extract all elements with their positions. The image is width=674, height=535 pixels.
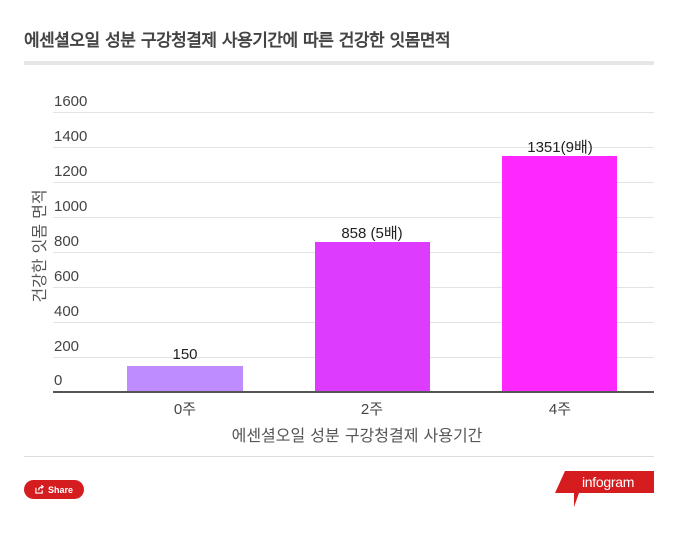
bar-0-weeks[interactable] — [127, 366, 243, 392]
brand-label: infogram — [582, 474, 635, 490]
x-axis-line — [53, 391, 654, 393]
bar-value-label: 1351(9배) — [527, 139, 593, 156]
bar-value-label: 858 (5배) — [341, 225, 403, 242]
y-tick-label: 0 — [54, 372, 63, 389]
gridline — [53, 147, 654, 148]
y-tick-label: 1000 — [54, 198, 88, 215]
share-icon — [35, 485, 44, 494]
chart-title: 에센셜오일 성분 구강청결제 사용기간에 따른 건강한 잇몸면적 — [24, 31, 451, 51]
title-divider — [24, 61, 654, 65]
gridline — [53, 217, 654, 218]
infogram-logo[interactable] — [555, 471, 654, 509]
bar-4-weeks[interactable] — [502, 156, 617, 392]
share-label: Share — [47, 484, 73, 495]
y-tick-label: 400 — [54, 303, 80, 320]
y-tick-label: 1600 — [54, 93, 88, 110]
bar-chart: 1600 1400 1200 1000 800 600 400 200 0 건강… — [30, 93, 654, 445]
gridline — [53, 112, 654, 113]
y-tick-label: 200 — [54, 338, 80, 355]
y-tick-label: 800 — [54, 233, 80, 250]
x-tick-label: 0주 — [173, 401, 197, 418]
bar-2-weeks[interactable] — [315, 242, 430, 392]
y-tick-label: 1400 — [54, 128, 88, 145]
x-tick-label: 2주 — [360, 401, 384, 418]
footer-divider — [24, 456, 654, 457]
share-button[interactable]: Share — [24, 480, 84, 499]
y-tick-label: 600 — [54, 268, 80, 285]
y-tick-label: 1200 — [54, 163, 88, 180]
gridline — [53, 182, 654, 183]
x-axis-label: 에센셜오일 성분 구강청결제 사용기간 — [231, 426, 483, 445]
x-tick-label: 4주 — [548, 401, 572, 418]
bar-value-label: 150 — [172, 346, 198, 363]
y-axis-label: 건강한 잇몸 면적 — [30, 189, 49, 303]
